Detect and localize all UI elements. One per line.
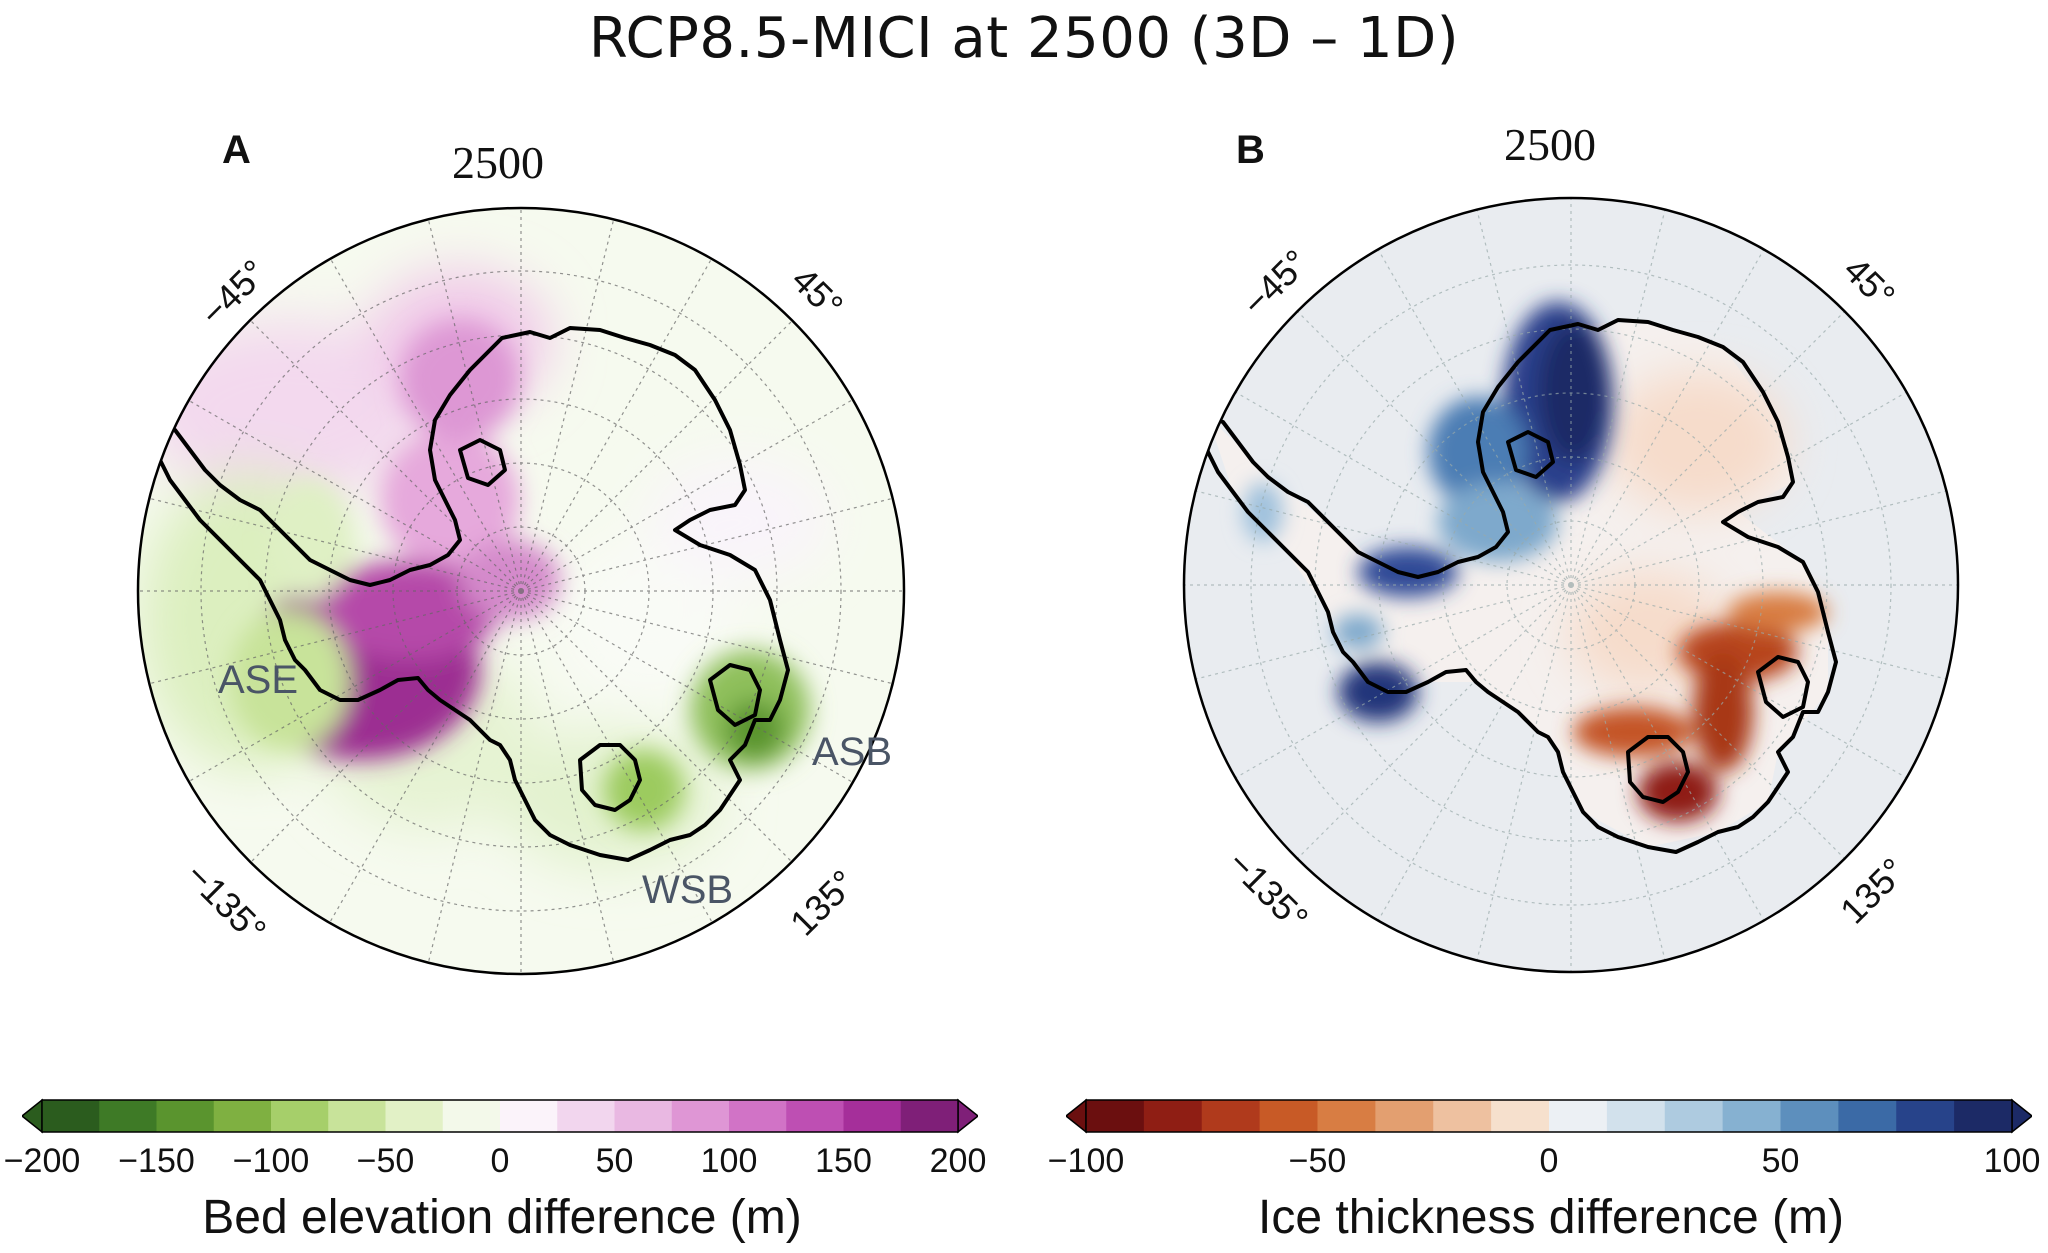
panel-b-coastline <box>1201 318 1838 854</box>
colorbar-segment <box>1317 1100 1376 1132</box>
colorbar-tick-label: 150 <box>815 1142 872 1180</box>
panel-b-letter: B <box>1236 128 1265 172</box>
colorbar-segment <box>1491 1100 1550 1132</box>
colorbar-segment <box>385 1100 444 1132</box>
panel-a-map <box>136 206 906 976</box>
figure-title: RCP8.5-MICI at 2500 (3D – 1D) <box>588 6 1460 71</box>
panel-b-year: 2500 <box>1504 119 1596 170</box>
colorbar-segment <box>271 1100 329 1132</box>
colorbar-tick-label: −200 <box>3 1142 81 1180</box>
colorbar-segment <box>729 1100 787 1132</box>
colorbar-segment <box>1375 1100 1434 1132</box>
panel-a-colorbar-title: Bed elevation difference (m) <box>202 1191 802 1244</box>
colorbar-segment <box>671 1100 730 1132</box>
colorbar-segment <box>1549 1100 1608 1132</box>
colorbar-tick-label: 200 <box>929 1142 987 1180</box>
colorbar-segment <box>442 1100 501 1132</box>
colorbar-segment <box>1259 1100 1318 1132</box>
colorbar-segment <box>213 1100 272 1132</box>
colorbar-tick-label: −50 <box>1288 1142 1347 1180</box>
colorbar-segment <box>1780 1100 1839 1132</box>
colorbar-segment <box>614 1100 673 1132</box>
colorbar-extend-low <box>22 1098 43 1134</box>
colorbar-segment <box>1838 1100 1897 1132</box>
colorbar-tick-label: −100 <box>1047 1142 1125 1180</box>
colorbar-segment <box>1433 1100 1492 1132</box>
colorbar-segment <box>843 1100 902 1132</box>
colorbar-segment <box>557 1100 615 1132</box>
panel-a-letter: A <box>222 128 251 172</box>
colorbar-segment <box>99 1100 157 1132</box>
colorbar-segment <box>500 1100 558 1132</box>
colorbar-frame <box>1085 1099 2013 1133</box>
panel-a-coastline <box>153 326 790 862</box>
colorbar-segment <box>1143 1100 1203 1132</box>
colorbar-extend-high <box>2011 1098 2032 1134</box>
colorbar-segment <box>786 1100 844 1132</box>
colorbar-segment <box>1201 1100 1261 1132</box>
colorbar-frame <box>41 1099 959 1133</box>
colorbar-segment <box>900 1100 959 1132</box>
colorbar-segment <box>1086 1100 1145 1132</box>
colorbar-tick-label: 0 <box>490 1142 510 1180</box>
colorbar-segment <box>42 1100 100 1132</box>
colorbar-tick-label: 50 <box>595 1142 634 1180</box>
colorbar-tick-label: −50 <box>356 1142 415 1180</box>
panel-b-map <box>1182 196 1960 974</box>
panel-a-colorbar <box>22 1098 978 1134</box>
colorbar-tick-label: −100 <box>232 1142 310 1180</box>
panel-a-region-label-wsb: WSB <box>642 868 734 912</box>
colorbar-segment <box>1664 1100 1724 1132</box>
colorbar-segment <box>1722 1100 1781 1132</box>
colorbar-tick-label: 50 <box>1761 1142 1800 1180</box>
panel-a-year: 2500 <box>452 137 544 188</box>
colorbar-segment <box>1896 1100 1955 1132</box>
panel-a-region-label-ase: ASE <box>218 658 299 702</box>
colorbar-tick-label: −150 <box>118 1142 195 1180</box>
colorbar-tick-label: 0 <box>1539 1142 1559 1180</box>
colorbar-segment <box>328 1100 386 1132</box>
panel-b-colorbar <box>1066 1098 2032 1134</box>
colorbar-tick-label: 100 <box>1983 1142 2041 1180</box>
colorbar-tick-label: 100 <box>700 1142 758 1180</box>
colorbar-segment <box>156 1100 215 1132</box>
colorbar-extend-low <box>1066 1098 1087 1134</box>
colorbar-segment <box>1954 1100 2013 1132</box>
colorbar-extend-high <box>957 1098 978 1134</box>
colorbar-segment <box>1606 1100 1666 1132</box>
panel-b-colorbar-title: Ice thickness difference (m) <box>1257 1191 1845 1244</box>
panel-a-region-label-asb: ASB <box>812 730 893 774</box>
